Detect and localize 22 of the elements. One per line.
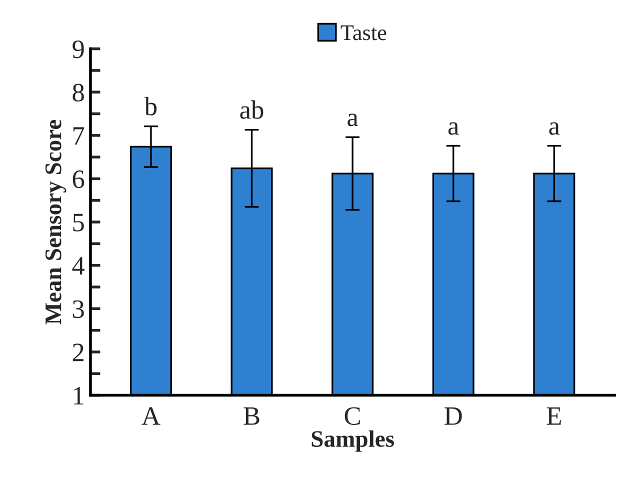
x-tick-label: E — [546, 407, 561, 425]
y-tick-label: 2 — [72, 344, 84, 362]
annotation: a — [348, 114, 358, 126]
x-tick-label: D — [444, 407, 462, 425]
y-tick-label: 4 — [72, 257, 85, 275]
y-tick-label: 9 — [72, 40, 84, 58]
annotation: a — [448, 122, 459, 135]
annotation: ab — [240, 100, 264, 119]
y-tick-label: 5 — [73, 214, 84, 232]
annotation: a — [549, 122, 560, 135]
x-tick-label: B — [244, 407, 260, 425]
legend-label: Taste — [340, 25, 386, 40]
x-tick-label: A — [142, 407, 160, 425]
y-tick-label: 8 — [72, 84, 84, 102]
y-tick-label: 6 — [72, 170, 84, 188]
y-tick-label: 7 — [73, 127, 84, 145]
annotation: b — [144, 96, 157, 116]
x-tick-label: C — [344, 407, 360, 425]
x-axis-title: Samples — [312, 430, 394, 452]
y-axis-title: Mean Sensory Score — [45, 120, 66, 324]
y-tick-label: 1 — [74, 387, 84, 404]
y-tick-label: 3 — [72, 300, 84, 318]
